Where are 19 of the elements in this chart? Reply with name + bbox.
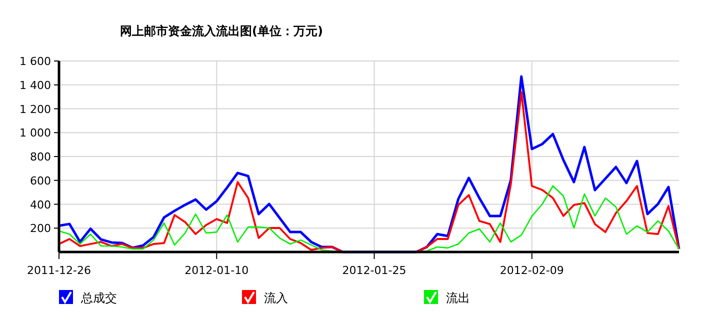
x-tick-label: 2012-02-09 — [500, 264, 564, 277]
x-tick-label: 2012-01-25 — [342, 264, 406, 277]
x-tick-label: 2011-12-26 — [27, 264, 91, 277]
y-tick-label: 1 200 — [20, 102, 51, 116]
chart-title: 网上邮市资金流入流出图(单位：万元) — [120, 24, 323, 38]
x-tick-label: 2012-01-10 — [184, 264, 249, 277]
legend-label: 总成交 — [80, 291, 117, 305]
y-tick-label: 600 — [30, 174, 51, 188]
legend-label: 流出 — [446, 291, 470, 305]
y-tick-label: 800 — [30, 150, 51, 164]
y-tick-label: 400 — [30, 198, 51, 212]
y-tick-label: 1 600 — [20, 55, 51, 68]
legend-label: 流入 — [264, 291, 288, 305]
legend-item: 流出 — [424, 290, 470, 305]
y-tick-label: 1 000 — [20, 126, 51, 140]
legend-item: 总成交 — [59, 290, 117, 305]
legend-item: 流入 — [242, 290, 288, 305]
y-tick-label: 200 — [30, 222, 51, 236]
y-tick-label: 1 400 — [20, 78, 51, 92]
